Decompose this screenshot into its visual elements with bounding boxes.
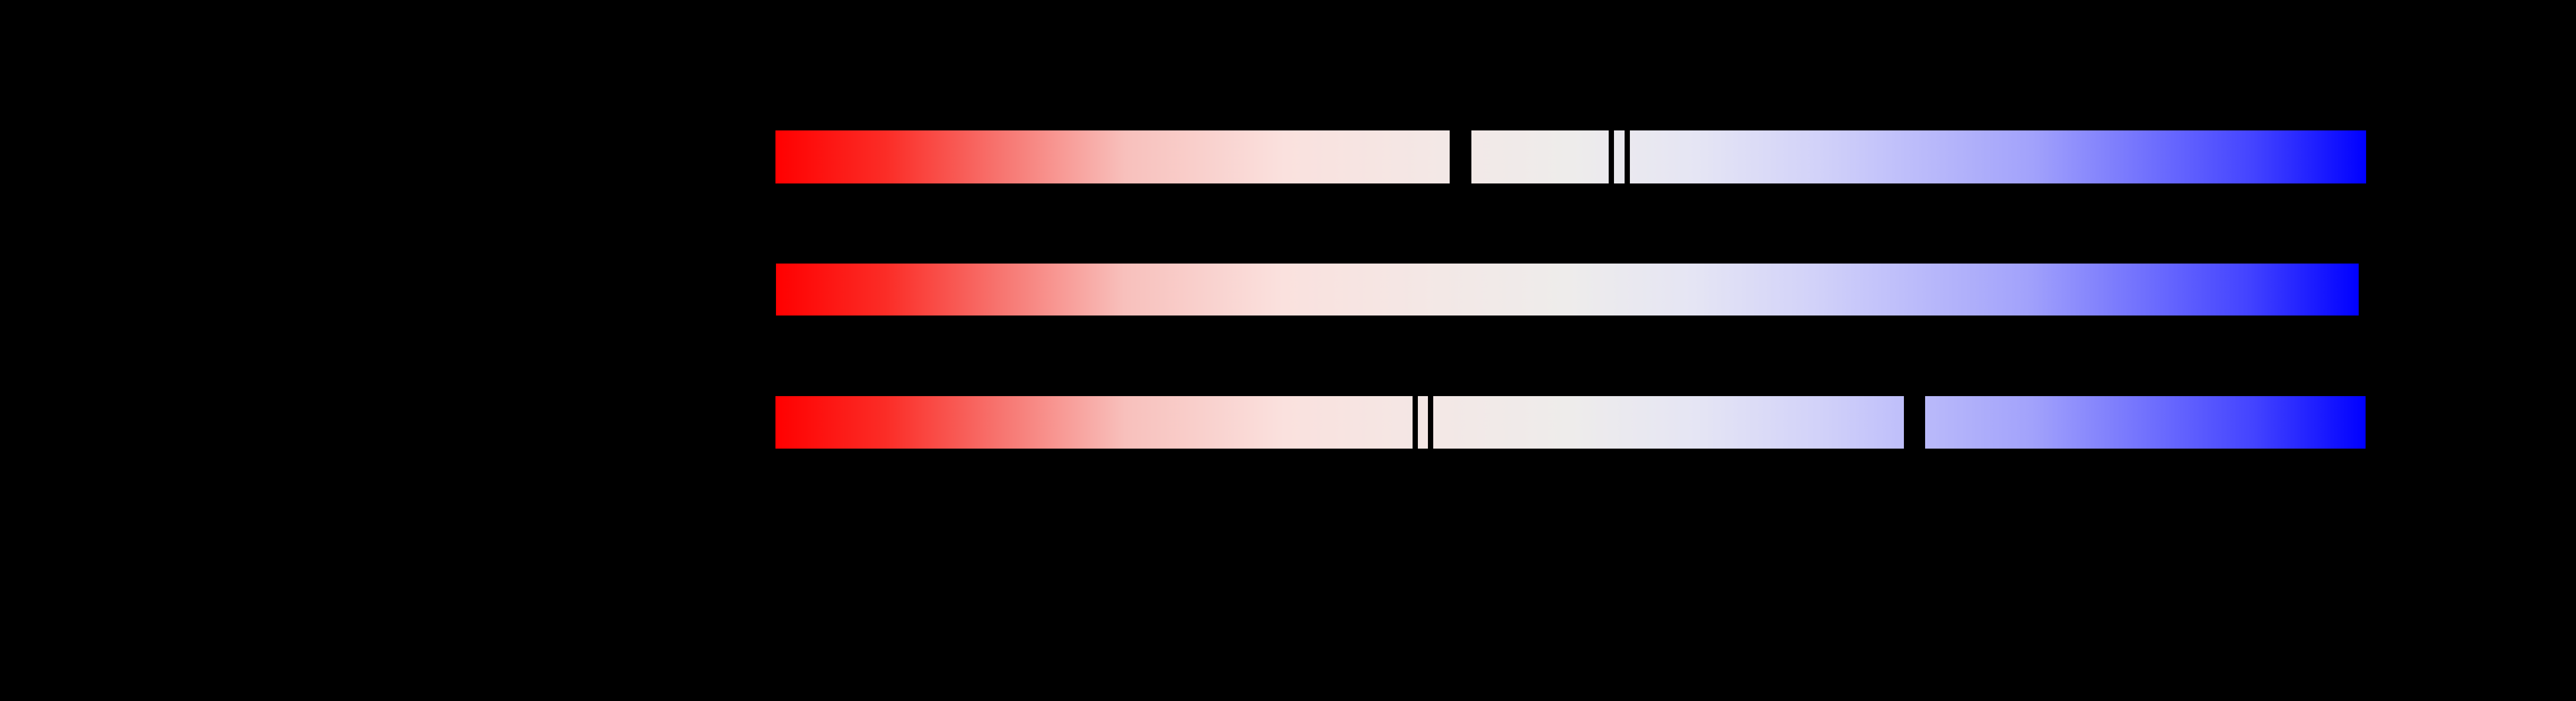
- colorbar-3-marker: [1428, 396, 1433, 449]
- colorbar-3: [775, 396, 2366, 449]
- colorbar-3-marker: [1413, 396, 1418, 449]
- colorbar-2: [776, 264, 2359, 316]
- colorbar-1-marker: [1609, 130, 1614, 183]
- colorbar-1: [775, 130, 2366, 183]
- colorbar-3-marker: [1904, 396, 1925, 449]
- colorbar-1-marker: [1625, 130, 1630, 183]
- colorbar-1-marker: [1450, 130, 1471, 183]
